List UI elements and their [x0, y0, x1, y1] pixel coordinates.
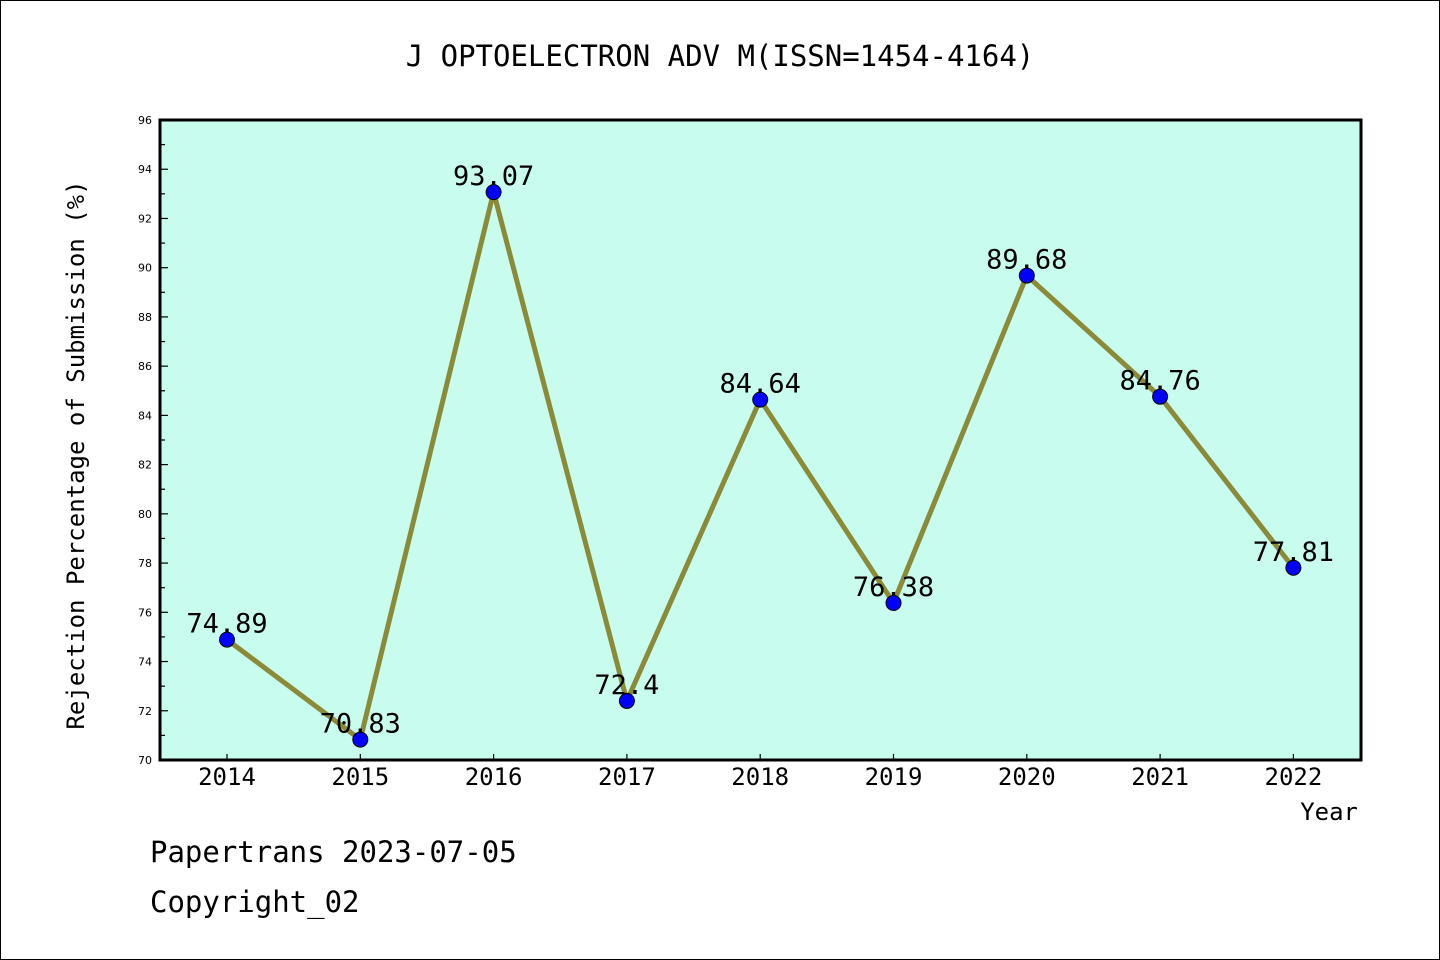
data-label: 70.83	[320, 709, 401, 740]
y-tick-label: 70	[138, 754, 152, 767]
x-tick-label: 2021	[1131, 763, 1189, 791]
y-tick-label: 94	[138, 163, 152, 176]
y-tick-label: 86	[138, 360, 152, 373]
y-tick-label: 92	[138, 212, 152, 225]
data-point	[219, 631, 235, 648]
y-tick-label: 88	[138, 311, 152, 324]
y-axis-label: Rejection Percentage of Submission (%)	[62, 180, 90, 729]
data-label: 93.07	[453, 161, 534, 192]
data-point	[1285, 559, 1302, 576]
y-tick-label: 78	[138, 557, 152, 570]
data-label: 89.68	[986, 245, 1067, 276]
data-point	[1018, 267, 1035, 284]
copyright-text: Copyright_02	[150, 885, 360, 919]
y-tick-label: 96	[138, 114, 152, 127]
y-tick-label: 84	[138, 409, 152, 422]
chart-title: J OPTOELECTRON ADV M(ISSN=1454-4164)	[406, 39, 1035, 73]
data-point	[885, 594, 902, 611]
data-label: 77.81	[1253, 537, 1334, 568]
y-tick-label: 72	[138, 705, 152, 718]
watermark-text: Papertrans 2023-07-05	[150, 835, 517, 869]
y-tick-label: 76	[138, 606, 152, 619]
data-label: 84.64	[720, 369, 801, 400]
x-tick-label: 2016	[465, 763, 523, 791]
data-point	[752, 391, 769, 408]
data-label: 72.4	[594, 670, 659, 701]
x-tick-label: 2022	[1265, 763, 1323, 791]
y-tick-label: 82	[138, 459, 152, 472]
y-tick-label: 74	[138, 656, 152, 669]
data-point	[1152, 388, 1169, 405]
y-tick-label: 80	[138, 508, 152, 521]
x-tick-label: 2015	[331, 763, 389, 791]
data-label: 74.89	[186, 609, 267, 640]
y-tick-label: 90	[138, 262, 152, 275]
x-tick-label: 2017	[598, 763, 656, 791]
data-label: 84.76	[1119, 366, 1200, 397]
data-point	[485, 184, 502, 201]
data-point	[352, 731, 369, 748]
x-tick-label: 2020	[998, 763, 1056, 791]
data-points	[219, 184, 1302, 748]
plot-area	[158, 118, 1363, 762]
data-labels: 74.89 70.83 93.07 72.4 84.64 76.38 89.68 84.76 7…	[186, 161, 1334, 739]
y-axis: 70 72 74 76 78 80 82 84 86 88 90 92 94 96	[138, 114, 168, 767]
data-label: 76.38	[853, 572, 934, 603]
x-axis-label: Year	[1300, 798, 1358, 826]
x-tick-label: 2014	[198, 763, 256, 791]
data-point	[618, 692, 635, 709]
x-axis: 2014 2015 2016 2017 2018 2019 2020 2021 2022	[198, 754, 1322, 791]
x-tick-label: 2019	[865, 763, 923, 791]
x-tick-label: 2018	[731, 763, 789, 791]
